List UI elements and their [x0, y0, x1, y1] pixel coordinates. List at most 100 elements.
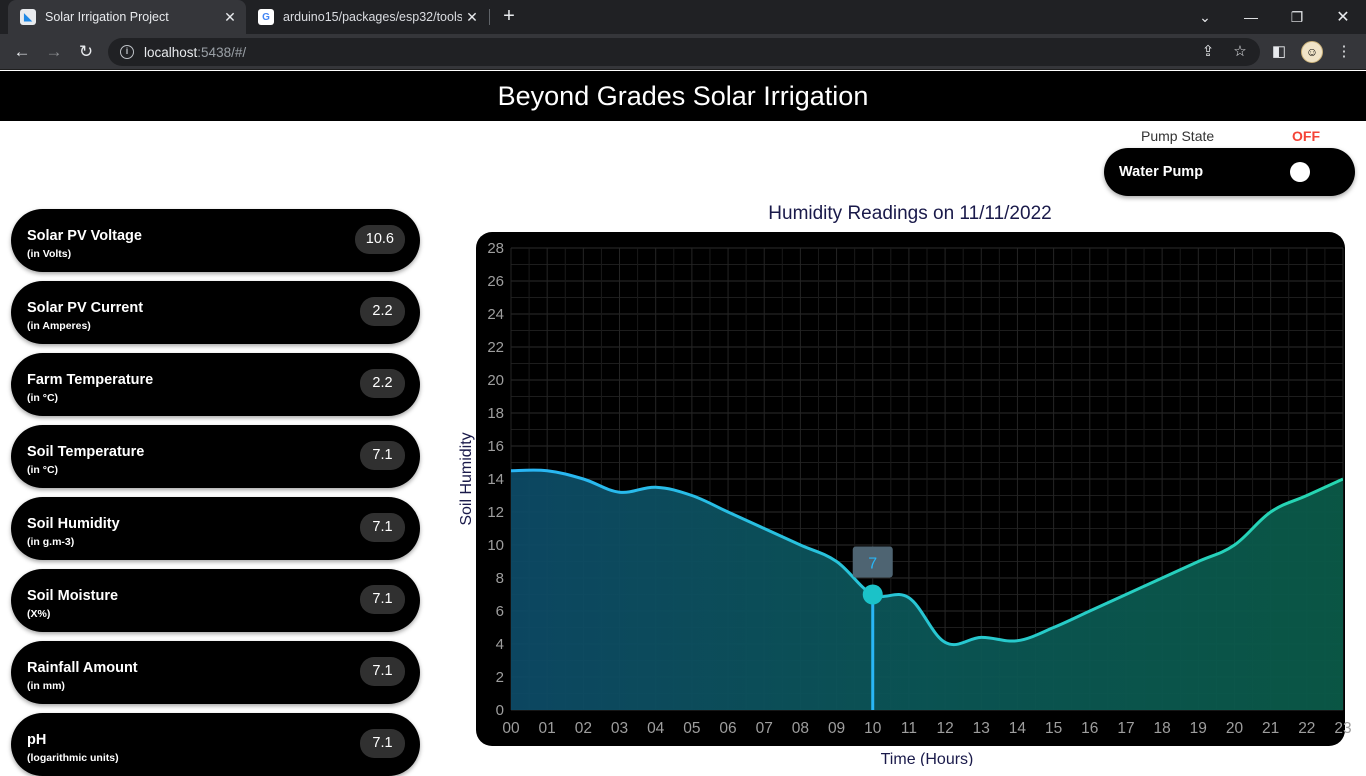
tab-title: arduino15/packages/esp32/tools: [283, 10, 462, 24]
metric-label: Soil Moisture: [27, 588, 119, 604]
tab-solar-irrigation[interactable]: ◣ Solar Irrigation Project ✕: [8, 0, 246, 34]
x-tick-label: 09: [828, 720, 845, 737]
y-tick-label: 4: [496, 636, 504, 653]
url-path: :5438/#/: [197, 44, 247, 60]
y-tick-label: 14: [487, 471, 504, 488]
x-tick-label: 08: [792, 720, 809, 737]
app-title: Beyond Grades Solar Irrigation: [0, 71, 1366, 121]
metric-card: Soil Humidity (in g.m-3) 7.1: [11, 497, 420, 560]
metric-value-badge: 10.6: [354, 225, 405, 254]
y-tick-label: 28: [487, 240, 504, 257]
metric-value-badge: 7.1: [360, 441, 405, 470]
metric-label: Soil Temperature: [27, 444, 145, 460]
y-tick-label: 20: [487, 372, 504, 389]
x-tick-label: 21: [1262, 720, 1279, 737]
menu-icon[interactable]: ⋮: [1336, 43, 1352, 60]
browser-tabstrip: ◣ Solar Irrigation Project ✕ G arduino15…: [0, 0, 1366, 34]
bookmark-star-icon[interactable]: ☆: [1233, 43, 1247, 60]
x-tick-label: 12: [936, 720, 953, 737]
x-tick-label: 00: [502, 720, 520, 737]
metric-card: Solar PV Voltage (in Volts) 10.6: [11, 209, 420, 272]
close-window-button[interactable]: ✕: [1336, 9, 1350, 26]
x-tick-label: 15: [1045, 720, 1062, 737]
y-tick-label: 22: [487, 339, 504, 356]
y-tick-label: 2: [496, 669, 504, 686]
metric-card: Solar PV Current (in Amperes) 2.2: [11, 281, 420, 344]
y-axis-title: Soil Humidity: [458, 432, 475, 525]
tab-divider: [489, 9, 490, 25]
metric-value-badge: 7.1: [360, 729, 405, 758]
restore-button[interactable]: ❐: [1290, 8, 1304, 25]
metric-label: Solar PV Current: [27, 300, 144, 316]
x-tick-label: 06: [719, 720, 736, 737]
site-info-icon[interactable]: i: [120, 45, 134, 59]
y-tick-label: 6: [496, 603, 504, 620]
tab-arduino[interactable]: G arduino15/packages/esp32/tools ✕: [248, 0, 488, 34]
reload-button[interactable]: ↻: [78, 42, 94, 61]
tooltip-point: [862, 584, 883, 605]
x-axis-title: Time (Hours): [881, 751, 974, 766]
metric-card: Soil Temperature (in °C) 7.1: [11, 425, 420, 488]
y-tick-label: 18: [487, 405, 504, 422]
y-tick-label: 24: [487, 306, 504, 323]
close-tab-icon[interactable]: ✕: [466, 8, 478, 25]
metric-value-badge: 7.1: [360, 513, 405, 542]
x-tick-label: 07: [756, 720, 773, 737]
x-tick-label: 01: [539, 720, 556, 737]
metric-unit: (logarithmic units): [27, 752, 119, 764]
chart-title: Humidity Readings on 11/11/2022: [768, 203, 1052, 224]
x-tick-label: 10: [864, 720, 882, 737]
y-tick-label: 12: [487, 504, 504, 521]
close-tab-icon[interactable]: ✕: [224, 8, 236, 25]
pump-state-label: Pump State: [1141, 128, 1215, 144]
profile-avatar[interactable]: ☺: [1301, 41, 1323, 63]
x-tick-label: 19: [1190, 720, 1207, 737]
water-pump-switch[interactable]: [1290, 162, 1310, 182]
back-button[interactable]: ←: [13, 42, 31, 61]
tooltip-box: [852, 546, 893, 578]
metric-unit: (X%): [27, 608, 51, 620]
share-icon[interactable]: ⇪: [1201, 43, 1215, 60]
water-pump-toggle-card[interactable]: Water Pump: [1104, 148, 1355, 196]
minimize-button[interactable]: —: [1244, 9, 1258, 25]
metric-value-badge: 7.1: [360, 585, 405, 614]
flutter-icon: ◣: [20, 9, 36, 25]
y-tick-label: 26: [487, 273, 504, 290]
tab-search-icon[interactable]: ⌄: [1199, 8, 1211, 25]
y-tick-label: 8: [496, 570, 504, 587]
x-tick-label: 22: [1298, 720, 1315, 737]
forward-button[interactable]: →: [45, 42, 63, 61]
metric-label: Soil Humidity: [27, 516, 120, 532]
metric-label: pH: [27, 732, 47, 748]
metric-unit: (in mm): [27, 680, 65, 692]
metric-label: Farm Temperature: [27, 372, 154, 388]
x-tick-label: 13: [973, 720, 990, 737]
x-tick-label: 20: [1226, 720, 1244, 737]
metric-unit: (in °C): [27, 464, 59, 476]
y-tick-label: 10: [487, 537, 504, 554]
address-bar[interactable]: i localhost:5438/#/: [108, 38, 1260, 66]
x-tick-label: 23: [1334, 720, 1351, 737]
x-tick-label: 18: [1154, 720, 1171, 737]
metric-value-badge: 2.2: [360, 369, 405, 398]
metric-value-badge: 2.2: [360, 297, 405, 326]
side-panel-icon[interactable]: ◧: [1271, 43, 1287, 60]
metric-unit: (in Volts): [27, 248, 72, 260]
x-tick-label: 02: [575, 720, 592, 737]
x-tick-label: 04: [647, 720, 665, 737]
metric-unit: (in °C): [27, 392, 59, 404]
pump-state-value: OFF: [1292, 128, 1320, 144]
x-tick-label: 14: [1009, 720, 1027, 737]
x-tick-label: 05: [683, 720, 700, 737]
humidity-area: [511, 470, 1343, 710]
new-tab-button[interactable]: +: [503, 5, 515, 27]
x-tick-label: 16: [1081, 720, 1098, 737]
water-pump-label: Water Pump: [1119, 164, 1204, 180]
metric-card: Farm Temperature (in °C) 2.2: [11, 353, 420, 416]
metric-label: Rainfall Amount: [27, 660, 138, 676]
metric-value-badge: 7.1: [360, 657, 405, 686]
metric-label: Solar PV Voltage: [27, 228, 142, 244]
metric-card: Rainfall Amount (in mm) 7.1: [11, 641, 420, 704]
browser-toolbar: ← → ↻ i localhost:5438/#/ ⇪ ☆ ◧ ☺ ⋮: [0, 34, 1366, 70]
